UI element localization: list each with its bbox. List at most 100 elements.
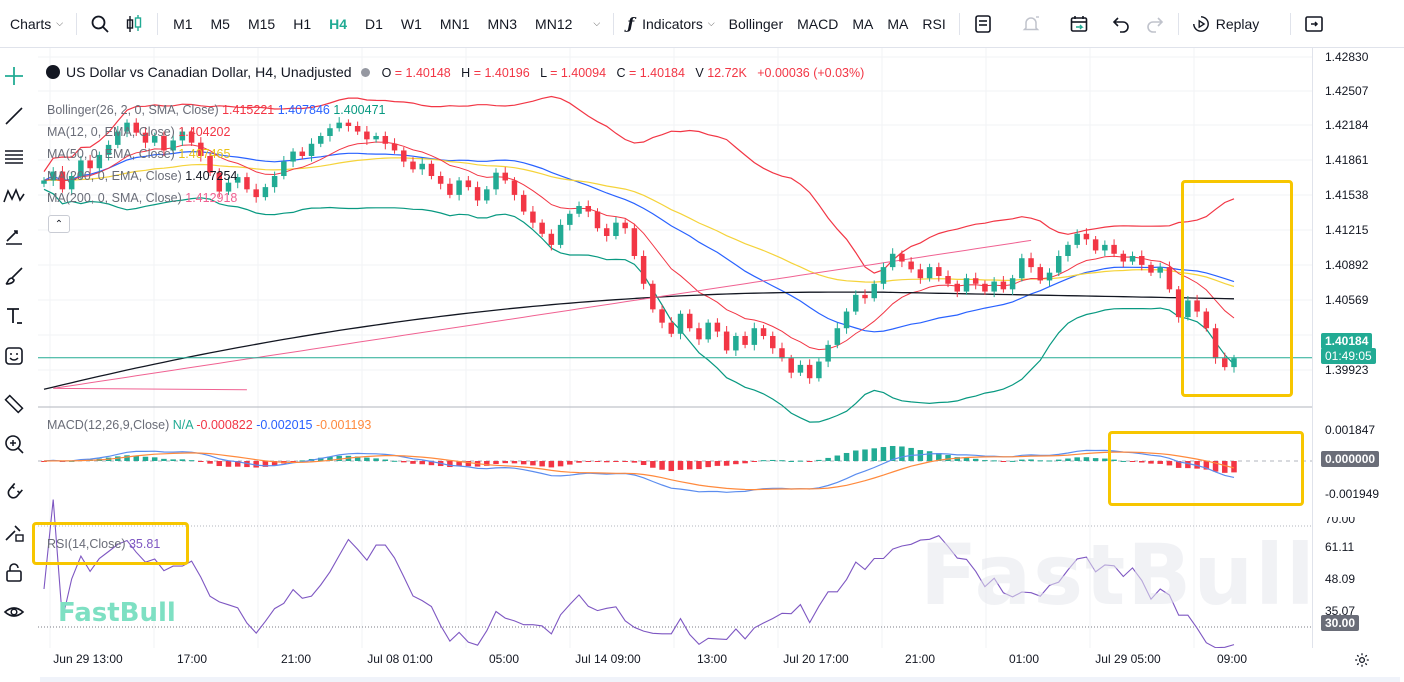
macd-histogram-bar [1083,457,1090,461]
magnet-icon[interactable] [0,472,28,512]
us-flag-icon [46,65,60,79]
quick-indicator-bollinger-0[interactable]: Bollinger [728,15,784,32]
bollinger-lower-line [43,188,1235,423]
charts-menu-button[interactable]: Charts ⌵ [0,8,70,40]
quick-indicator-ma-2[interactable]: MA [852,15,874,32]
timeframe-h4[interactable]: H4 [329,15,348,32]
candle-body [843,311,850,329]
crosshair-icon[interactable] [0,56,28,96]
time-axis[interactable]: Jun 29 13:00 17:00 21:00 Jul 08 01:00 05:00 J… [38,648,1312,674]
eye-icon[interactable] [0,592,28,632]
ema200-legend[interactable]: MA(200, 0, EMA, Close) 1.407254 [47,169,237,183]
candle-body [456,180,462,195]
macd-legend[interactable]: MACD(12,26,9,Close) N/A -0.000822 -0.002… [47,418,371,432]
pattern-icon[interactable] [0,176,28,216]
macd-histogram-bar [631,461,638,463]
rsi-legend[interactable]: RSI(14,Close) 35.81 [47,537,160,551]
calendar-icon[interactable] [1062,8,1096,40]
sma200-legend[interactable]: MA(200, 0, SMA, Close) 1.412918 [47,191,237,205]
projection-icon[interactable] [0,216,28,256]
macd-histogram-bar [364,457,370,461]
quick-indicator-macd-1[interactable]: MACD [797,15,839,32]
bollinger-legend[interactable]: Bollinger(26, 2, 0, SMA, Close) 1.415221… [47,103,385,117]
timeframe-mn1[interactable]: MN1 [439,15,470,32]
macd-histogram-bar [234,461,241,467]
timeframe-list: M1 M5 M15 H1 H4 D1 W1 MN1 MN3 MN12 [164,8,581,40]
candle-body [862,294,868,299]
settings-gear-icon[interactable] [1354,652,1372,670]
price-tick: 1.41861 [1325,153,1369,167]
price-chart[interactable] [38,48,1312,649]
timeframe-m1[interactable]: M1 [173,15,193,32]
lock-drawings-icon[interactable] [0,512,28,552]
candle-body [382,136,389,144]
fullscreen-exit-icon[interactable] [1297,8,1331,40]
low-label: L [540,66,547,80]
ma50-legend[interactable]: MA(50, 0, EMA, Close) 1.407465 [47,147,230,161]
timeframe-more-button[interactable]: ⌵ [581,8,607,40]
macd-histogram-bar [428,461,435,466]
timeframe-mn3[interactable]: MN3 [487,15,518,32]
candle-body [188,131,195,143]
macd-histogram-bar [1028,459,1034,461]
macd-histogram-bar [456,461,462,467]
brush-icon[interactable] [0,256,28,296]
time-tick: Jul 29 05:00 [1095,652,1161,666]
macd-histogram-bar [290,461,296,462]
layout-icon[interactable] [966,8,1000,40]
collapse-legend-button[interactable]: ⌃ [48,215,70,233]
redo-icon[interactable] [1138,8,1172,40]
horizontal-scrollbar[interactable] [40,677,1400,682]
ema12-line [43,141,1235,351]
timeframe-m5[interactable]: M5 [210,15,230,32]
trend-line-icon[interactable] [0,96,28,136]
emoji-icon[interactable] [0,336,28,376]
macd-value: -0.000822 [196,418,253,432]
alert-bell-icon[interactable] [1014,8,1048,40]
zoom-in-icon[interactable] [0,424,28,464]
candle-body [1102,244,1108,251]
chart-area[interactable] [38,48,1312,649]
macd-histogram-bar [530,461,536,466]
candle-body [511,180,518,195]
divider [1290,12,1292,35]
price-tick: 1.42507 [1325,84,1369,98]
timeframe-mn12[interactable]: MN12 [535,15,573,32]
macd-histogram-bar [714,461,721,466]
price-axis[interactable]: 1.42830 1.42507 1.42184 1.41861 1.41538 1.412… [1312,48,1404,648]
rsi-tick: 70.00 [1325,517,1356,525]
price-tick: 1.40892 [1325,258,1369,272]
macd-histogram-bar [622,461,628,462]
macd-histogram-bar [659,461,665,470]
quick-indicator-rsi-4[interactable]: RSI [922,15,946,32]
timeframe-d1[interactable]: D1 [365,15,383,32]
lock-icon[interactable] [0,552,28,592]
text-icon[interactable] [0,296,28,336]
ma12-legend[interactable]: MA(12, 0, EMA, Close) 1.404202 [47,125,230,139]
timeframe-h1[interactable]: H1 [293,15,312,32]
chart-type-candles-icon[interactable] [117,8,151,40]
candle-body [428,163,435,176]
candle-body [151,136,158,143]
candle-body [668,322,675,334]
candle-body [474,187,481,201]
indicators-button[interactable]: ƒ Indicators ⌵ [620,8,721,40]
price-tick: 1.42830 [1325,50,1369,64]
close-value: = 1.40184 [628,66,685,80]
timeframe-w1[interactable]: W1 [400,15,422,32]
ruler-icon[interactable] [0,384,28,424]
candle-body [751,328,758,345]
quick-indicator-ma-3[interactable]: MA [887,15,909,32]
timeframe-m15[interactable]: M15 [247,15,276,32]
macd-histogram-bar [410,461,416,464]
undo-icon[interactable] [1104,8,1138,40]
horizontal-lines-icon[interactable] [0,136,28,176]
candle-body [1139,256,1145,265]
macd-histogram-bar [1129,461,1136,462]
candle-body [853,294,859,312]
macd-histogram-bar [853,450,859,461]
search-icon[interactable] [83,8,117,40]
candle-body [437,176,444,184]
replay-button[interactable]: Replay [1185,8,1267,40]
candle-body [880,267,887,284]
